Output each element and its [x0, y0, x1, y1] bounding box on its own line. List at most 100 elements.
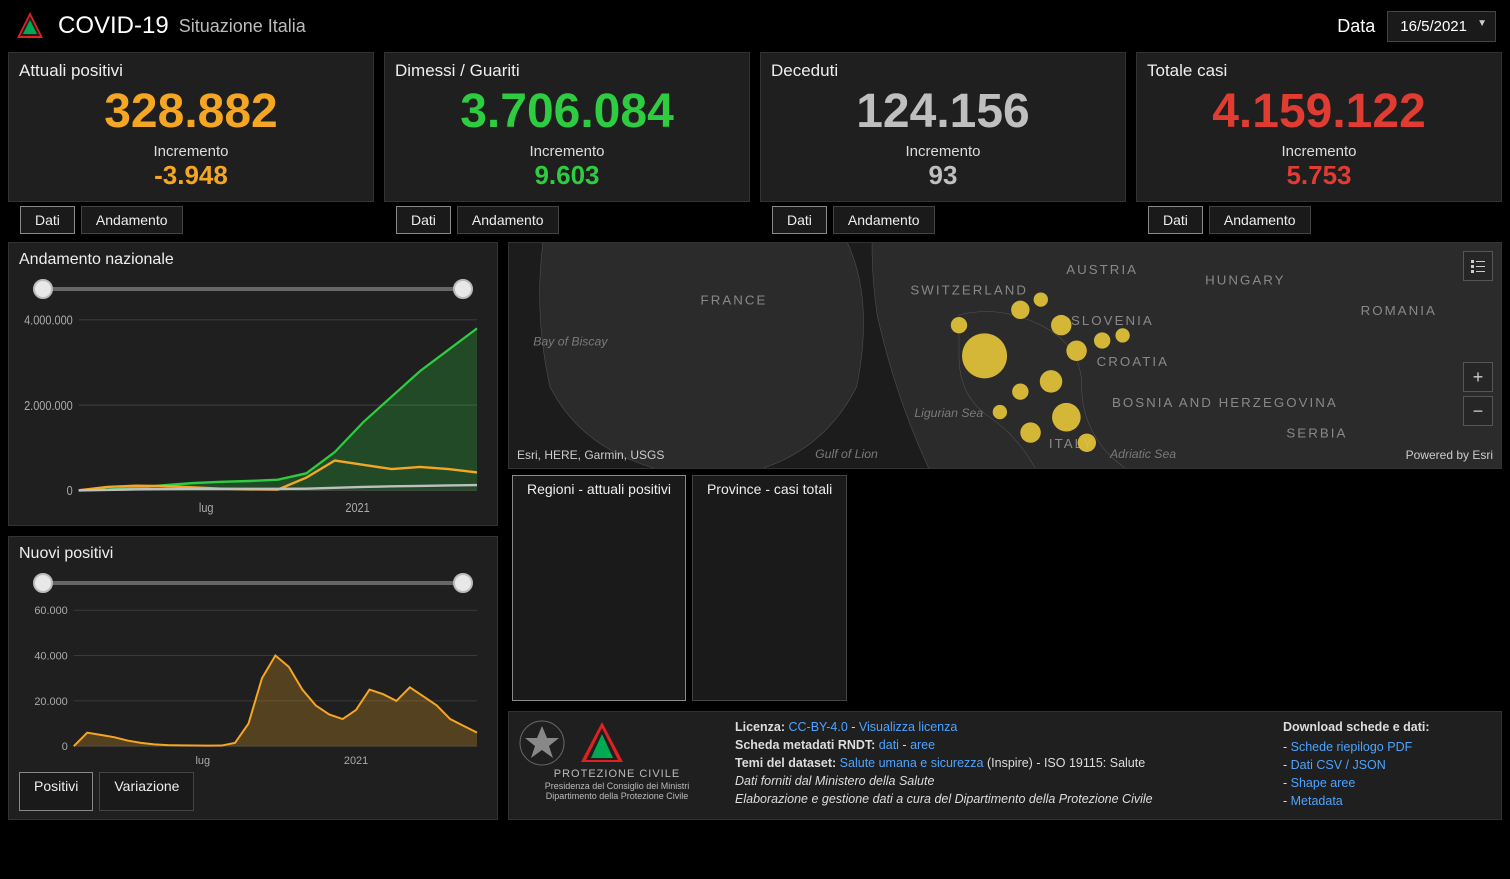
- map-attribution-left: Esri, HERE, Garmin, USGS: [517, 448, 664, 462]
- map-canvas[interactable]: FRANCE SWITZERLAND AUSTRIA SLOVENIA HUNGARY S…: [509, 243, 1501, 469]
- card-inc-value: 93: [771, 160, 1115, 191]
- time-slider-handle-left[interactable]: [33, 573, 53, 593]
- tab-dati[interactable]: Dati: [1148, 206, 1203, 234]
- card-attuali-positivi: Attuali positivi 328.882 Incremento -3.9…: [8, 52, 374, 202]
- svg-text:40.000: 40.000: [34, 650, 67, 662]
- card-tabs-row: DatiAndamento DatiAndamento DatiAndament…: [0, 202, 1510, 242]
- tab-dati[interactable]: Dati: [20, 206, 75, 234]
- card-inc-label: Incremento: [771, 143, 1115, 160]
- footer-bar: PROTEZIONE CIVILE Presidenza del Consigl…: [508, 711, 1502, 820]
- card-title: Attuali positivi: [19, 61, 363, 81]
- tab-dati[interactable]: Dati: [772, 206, 827, 234]
- tab-andamento[interactable]: Andamento: [81, 206, 183, 234]
- license-link[interactable]: CC-BY-4.0: [789, 720, 848, 734]
- metric-cards-row: Attuali positivi 328.882 Incremento -3.9…: [0, 52, 1510, 202]
- temi-link[interactable]: Salute umana e sicurezza: [840, 756, 984, 770]
- svg-text:lug: lug: [196, 755, 211, 767]
- time-slider-handle-right[interactable]: [453, 573, 473, 593]
- card-inc-value: 5.753: [1147, 160, 1491, 191]
- rndt-aree-link[interactable]: aree: [910, 738, 935, 752]
- panel-nuovi-positivi: Nuovi positivi 0 20.000 40.000 60.000 lug 202…: [8, 536, 498, 820]
- download-link[interactable]: Shape aree: [1291, 776, 1356, 790]
- tab-dati[interactable]: Dati: [396, 206, 451, 234]
- protezione-civile-logo-icon: [577, 718, 627, 768]
- card-title: Deceduti: [771, 61, 1115, 81]
- svg-text:BOSNIA AND HERZEGOVINA: BOSNIA AND HERZEGOVINA: [1112, 395, 1338, 410]
- svg-text:SLOVENIA: SLOVENIA: [1071, 313, 1154, 328]
- card-deceduti: Deceduti 124.156 Incremento 93: [760, 52, 1126, 202]
- download-link[interactable]: Metadata: [1291, 794, 1343, 808]
- time-slider-track[interactable]: [37, 581, 469, 585]
- svg-text:FRANCE: FRANCE: [701, 292, 768, 307]
- svg-text:Adriatic Sea: Adriatic Sea: [1109, 447, 1176, 461]
- header-bar: COVID-19 Situazione Italia Data 16/5/202…: [0, 0, 1510, 52]
- svg-text:AUSTRIA: AUSTRIA: [1066, 262, 1138, 277]
- protezione-civile-logo-icon: [14, 10, 46, 42]
- panel-title: Nuovi positivi: [19, 545, 487, 563]
- svg-text:SERBIA: SERBIA: [1286, 425, 1347, 440]
- svg-text:CROATIA: CROATIA: [1097, 354, 1169, 369]
- download-link[interactable]: Dati CSV / JSON: [1291, 758, 1386, 772]
- rndt-dati-link[interactable]: dati: [879, 738, 899, 752]
- tab-province[interactable]: Province - casi totali: [692, 475, 847, 701]
- svg-text:0: 0: [62, 741, 68, 753]
- card-title: Totale casi: [1147, 61, 1491, 81]
- svg-text:Ligurian Sea: Ligurian Sea: [914, 406, 983, 420]
- header-subtitle: Situazione Italia: [179, 16, 306, 37]
- svg-text:SWITZERLAND: SWITZERLAND: [910, 282, 1028, 297]
- card-title: Dimessi / Guariti: [395, 61, 739, 81]
- svg-text:Bay of Biscay: Bay of Biscay: [533, 334, 608, 348]
- svg-text:ROMANIA: ROMANIA: [1361, 303, 1437, 318]
- card-inc-value: 9.603: [395, 160, 739, 191]
- andamento-chart: 0 2.000.000 4.000.000 lug 2021: [19, 275, 487, 517]
- download-link[interactable]: Schede riepilogo PDF: [1291, 740, 1413, 754]
- card-dimessi-guariti: Dimessi / Guariti 3.706.084 Incremento 9…: [384, 52, 750, 202]
- map-attribution-right: Powered by Esri: [1406, 448, 1493, 462]
- card-inc-value: -3.948: [19, 160, 363, 191]
- svg-text:0: 0: [67, 483, 73, 498]
- footer-org-name: PROTEZIONE CIVILE Presidenza del Consigl…: [517, 768, 717, 802]
- card-inc-label: Incremento: [19, 143, 363, 160]
- panel-title: Andamento nazionale: [19, 251, 487, 269]
- italy-emblem-icon: [517, 718, 567, 768]
- svg-text:2021: 2021: [344, 755, 368, 767]
- map-panel[interactable]: FRANCE SWITZERLAND AUSTRIA SLOVENIA HUNGARY S…: [508, 242, 1502, 470]
- tab-variazione[interactable]: Variazione: [99, 772, 194, 811]
- time-slider-handle-right[interactable]: [453, 279, 473, 299]
- legend-icon: [1470, 258, 1486, 274]
- main-area: Andamento nazionale 0 2.000.000 4.000.000 l…: [0, 242, 1510, 828]
- date-label: Data: [1337, 16, 1375, 37]
- license-view-link[interactable]: Visualizza licenza: [859, 720, 957, 734]
- tab-andamento[interactable]: Andamento: [457, 206, 559, 234]
- svg-text:20.000: 20.000: [34, 695, 67, 707]
- map-legend-button[interactable]: [1463, 251, 1493, 281]
- footer-downloads: Download schede e dati: - Schede riepilo…: [1283, 718, 1493, 811]
- svg-text:60.000: 60.000: [34, 605, 67, 617]
- card-value: 4.159.122: [1147, 83, 1491, 141]
- panel-andamento-nazionale: Andamento nazionale 0 2.000.000 4.000.000 l…: [8, 242, 498, 526]
- time-slider-track[interactable]: [37, 287, 469, 291]
- card-value: 328.882: [19, 83, 363, 141]
- map-zoom-in-button[interactable]: +: [1463, 362, 1493, 392]
- card-totale-casi: Totale casi 4.159.122 Incremento 5.753: [1136, 52, 1502, 202]
- card-value: 3.706.084: [395, 83, 739, 141]
- svg-text:2.000.000: 2.000.000: [24, 398, 73, 413]
- svg-text:2021: 2021: [345, 500, 370, 515]
- tab-positivi[interactable]: Positivi: [19, 772, 93, 811]
- tab-andamento[interactable]: Andamento: [833, 206, 935, 234]
- header-title: COVID-19: [58, 12, 169, 40]
- svg-text:4.000.000: 4.000.000: [24, 312, 73, 327]
- tab-regioni[interactable]: Regioni - attuali positivi: [512, 475, 686, 701]
- svg-text:lug: lug: [199, 500, 214, 515]
- svg-text:Gulf of Lion: Gulf of Lion: [815, 447, 878, 461]
- card-value: 124.156: [771, 83, 1115, 141]
- footer-metadata: Licenza: CC-BY-4.0 - Visualizza licenza …: [735, 718, 1153, 811]
- footer-logos: [517, 718, 717, 768]
- date-picker[interactable]: 16/5/2021: [1387, 11, 1496, 42]
- svg-text:HUNGARY: HUNGARY: [1205, 272, 1286, 287]
- time-slider-handle-left[interactable]: [33, 279, 53, 299]
- nuovi-positivi-chart: 0 20.000 40.000 60.000 lug 2021: [19, 569, 487, 768]
- tab-andamento[interactable]: Andamento: [1209, 206, 1311, 234]
- map-zoom-out-button[interactable]: −: [1463, 396, 1493, 426]
- card-inc-label: Incremento: [1147, 143, 1491, 160]
